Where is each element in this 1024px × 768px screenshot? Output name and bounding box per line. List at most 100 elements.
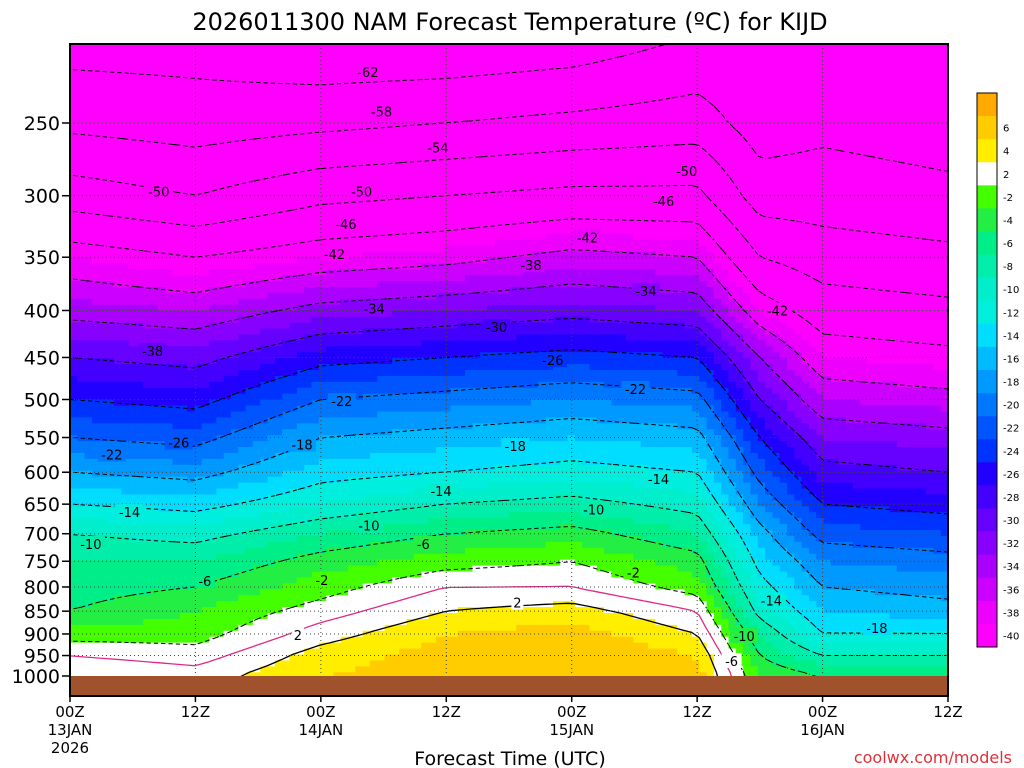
field-cell (523, 269, 532, 276)
field-cell (706, 162, 715, 170)
field-cell (691, 44, 700, 51)
field-cell (750, 55, 759, 63)
field-cell (428, 61, 437, 69)
field-cell (669, 138, 678, 146)
field-cell (560, 198, 569, 205)
field-cell (465, 233, 474, 241)
field-cell (838, 263, 847, 270)
field-cell (245, 73, 254, 81)
field-cell (487, 192, 495, 199)
field-cell (860, 85, 869, 93)
field-cell (245, 85, 254, 93)
field-cell (560, 287, 569, 294)
field-cell (84, 233, 93, 241)
field-cell (860, 67, 869, 75)
field-cell (91, 91, 100, 98)
field-cell (296, 150, 305, 158)
field-cell (157, 233, 166, 241)
field-cell (589, 281, 598, 288)
field-cell (135, 150, 144, 158)
field-cell (457, 287, 466, 294)
field-cell (874, 150, 883, 158)
field-cell (128, 138, 137, 146)
field-cell (787, 209, 795, 217)
field-cell (874, 269, 883, 276)
field-cell (99, 121, 108, 128)
field-cell (384, 156, 393, 164)
field-cell (391, 221, 400, 229)
field-cell (669, 239, 678, 247)
field-cell (743, 44, 752, 51)
field-cell (165, 227, 174, 235)
field-cell (699, 281, 708, 288)
field-cell (377, 44, 386, 51)
field-cell (823, 186, 832, 193)
field-cell (677, 209, 686, 217)
field-cell (560, 233, 569, 241)
field-cell (333, 239, 342, 247)
field-cell (889, 257, 898, 264)
field-cell (201, 180, 210, 187)
field-cell (816, 103, 825, 110)
field-cell (860, 263, 869, 270)
field-cell (326, 227, 334, 235)
field-cell (816, 281, 825, 288)
field-cell (143, 150, 152, 158)
field-cell (940, 55, 948, 63)
field-cell (618, 174, 627, 181)
field-cell (904, 73, 913, 81)
field-cell (530, 281, 539, 288)
field-cell (713, 79, 722, 87)
field-cell (648, 269, 656, 276)
field-cell (311, 121, 320, 128)
field-cell (421, 180, 430, 187)
field-cell (530, 126, 539, 134)
field-cell (933, 49, 942, 57)
field-cell (413, 73, 422, 81)
field-cell (157, 126, 166, 134)
field-cell (772, 121, 781, 128)
field-cell (501, 138, 510, 146)
field-cell (143, 103, 152, 110)
field-cell (626, 55, 634, 63)
field-cell (377, 144, 386, 152)
field-cell (421, 91, 430, 98)
field-cell (194, 144, 203, 152)
field-cell (99, 109, 108, 116)
field-cell (787, 121, 795, 128)
field-cell (128, 126, 137, 134)
field-cell (296, 144, 305, 152)
field-cell (669, 44, 678, 51)
field-cell (450, 85, 459, 93)
field-cell (106, 85, 115, 93)
field-cell (904, 144, 913, 152)
field-cell (713, 198, 722, 205)
field-cell (501, 79, 510, 87)
field-cell (223, 287, 232, 294)
field-cell (611, 263, 620, 270)
field-cell (172, 85, 181, 93)
field-cell (545, 162, 554, 170)
field-cell (823, 121, 832, 128)
field-cell (552, 138, 561, 146)
field-cell (245, 227, 254, 235)
field-cell (318, 174, 327, 181)
field-cell (852, 126, 861, 134)
field-cell (765, 156, 773, 164)
field-cell (516, 103, 525, 110)
field-cell (487, 73, 495, 81)
field-cell (545, 209, 554, 217)
field-cell (428, 263, 437, 270)
field-cell (260, 180, 269, 187)
field-cell (574, 138, 583, 146)
field-cell (179, 168, 188, 175)
field-cell (326, 156, 334, 164)
field-cell (106, 132, 115, 140)
field-cell (355, 150, 364, 158)
field-cell (413, 168, 422, 175)
field-cell (333, 61, 342, 69)
field-cell (340, 156, 349, 164)
field-cell (333, 281, 342, 288)
field-cell (457, 275, 466, 282)
field-cell (121, 103, 130, 110)
